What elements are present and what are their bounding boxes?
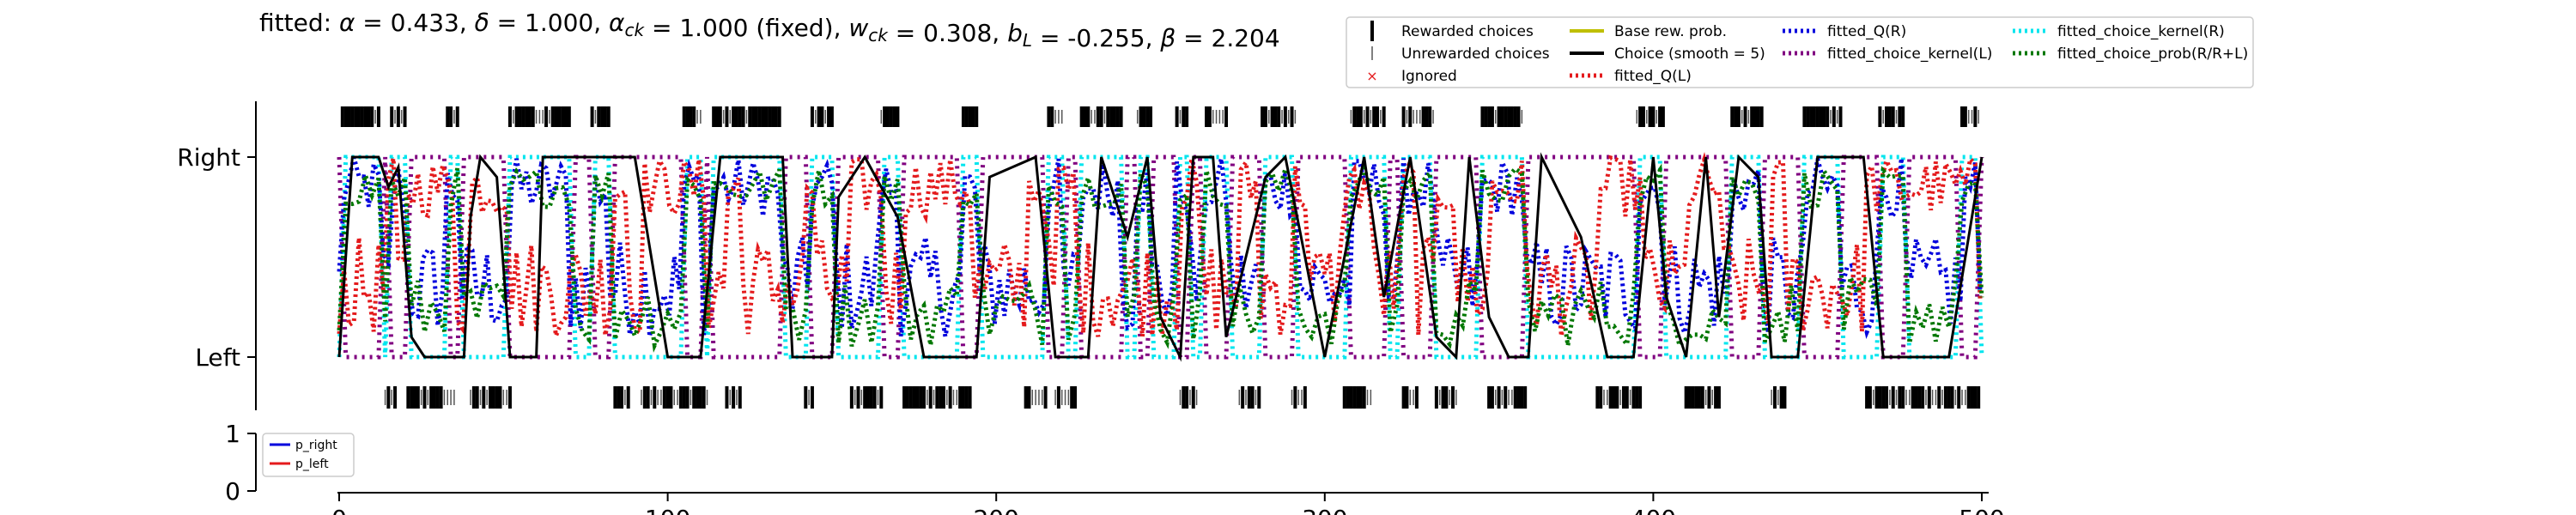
- legend-label: fitted_choice_kernel(R): [2057, 23, 2225, 40]
- bottom-legend-label: p_left: [295, 457, 329, 471]
- chart-title: fitted: α = 0.433, δ = 1.000, αck = 1.00…: [259, 9, 1280, 52]
- series-choice-smooth: [337, 152, 1984, 362]
- x-tick-label: 300: [1302, 505, 1347, 515]
- x-tick-label: 200: [973, 505, 1018, 515]
- bottom-y-tick-label: 1: [225, 420, 240, 448]
- top-y-tick-label: Left: [195, 343, 240, 372]
- legend-label: fitted_Q(R): [1827, 23, 1906, 40]
- series-kernel-left: [337, 154, 1984, 360]
- legend-label: Choice (smooth = 5): [1614, 45, 1765, 63]
- x-tick-label: 400: [1631, 505, 1676, 515]
- bottom-y-tick-label: 0: [225, 477, 240, 506]
- x-tick-label: 500: [1959, 505, 2004, 515]
- legend-label: fitted_Q(L): [1614, 68, 1692, 85]
- series-choice-prob: [337, 161, 1984, 353]
- x-tick-label: 100: [645, 505, 690, 515]
- legend-label: fitted_choice_kernel(L): [1827, 45, 1992, 63]
- top-legend-box: [1346, 16, 2254, 88]
- bottom-legend-label: p_right: [295, 439, 337, 452]
- legend-label: fitted_choice_prob(R/R+L): [2057, 45, 2248, 63]
- x-tick-label: 0: [331, 505, 347, 515]
- legend-label: Ignored: [1401, 68, 1457, 85]
- top-y-tick-label: Right: [177, 143, 240, 172]
- legend-label: Unrewarded choices: [1401, 45, 1550, 63]
- legend-label: Base rew. prob.: [1614, 23, 1727, 40]
- legend-label: Rewarded choices: [1401, 23, 1534, 40]
- legend-swatch: ×: [1366, 68, 1377, 84]
